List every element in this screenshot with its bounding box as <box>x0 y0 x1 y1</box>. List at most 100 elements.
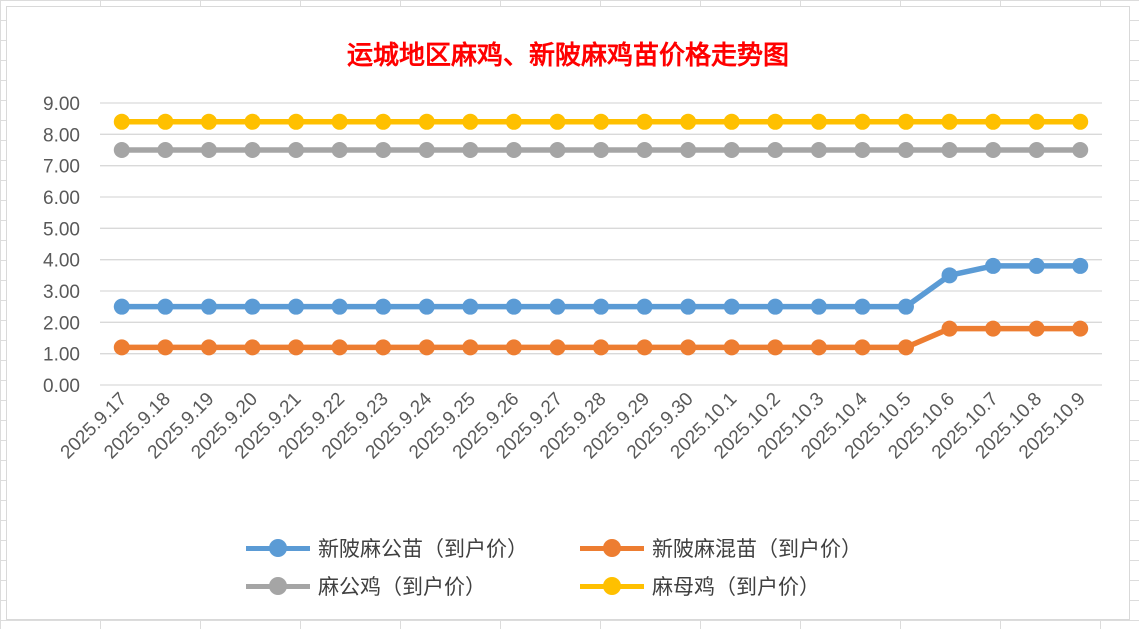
data-point <box>593 113 609 130</box>
data-point <box>462 339 479 356</box>
data-point <box>1072 320 1089 337</box>
data-point <box>505 339 522 356</box>
data-point <box>1028 142 1045 158</box>
data-point <box>1028 257 1045 274</box>
data-point <box>810 339 827 356</box>
data-point <box>331 298 348 315</box>
data-point <box>244 142 261 158</box>
y-tick-label: 8.00 <box>43 125 80 146</box>
data-point <box>897 142 914 158</box>
data-point <box>157 339 174 356</box>
data-point <box>810 298 827 315</box>
data-point <box>1072 257 1089 274</box>
data-point <box>375 113 392 130</box>
data-point <box>941 142 958 158</box>
data-point <box>200 339 217 356</box>
data-point <box>723 113 740 130</box>
data-point <box>767 339 784 356</box>
data-point <box>767 142 784 158</box>
data-point <box>549 298 566 315</box>
data-point <box>897 339 914 356</box>
y-tick-label: 4.00 <box>43 251 80 272</box>
data-point <box>636 339 653 356</box>
data-point <box>244 113 261 130</box>
data-point <box>897 298 914 315</box>
data-point <box>680 339 697 356</box>
data-point <box>549 113 566 130</box>
data-point <box>462 298 479 315</box>
data-point <box>767 113 784 130</box>
y-tick-label: 1.00 <box>43 345 80 366</box>
data-point <box>549 339 566 356</box>
data-point <box>985 257 1002 274</box>
y-tick-label: 2.00 <box>43 313 80 334</box>
legend-marker-icon <box>580 576 644 596</box>
data-point <box>288 339 305 356</box>
data-point <box>941 267 958 284</box>
data-point <box>941 320 958 337</box>
data-point <box>636 142 653 158</box>
legend-item: 麻母鸡（到户价） <box>580 571 820 601</box>
legend-label: 新陂麻公苗（到户价） <box>318 537 528 561</box>
data-point <box>200 142 217 158</box>
data-point <box>288 298 305 315</box>
data-point <box>854 339 871 356</box>
data-point <box>418 339 435 356</box>
legend-item: 新陂麻混苗（到户价） <box>580 533 862 563</box>
chart-title: 运城地区麻鸡、新陂麻鸡苗价格走势图 <box>346 41 789 71</box>
data-point <box>375 298 392 315</box>
data-point <box>985 320 1002 337</box>
data-point <box>505 298 522 315</box>
y-tick-label: 5.00 <box>43 219 80 240</box>
legend-marker-icon <box>580 538 644 558</box>
data-point <box>680 113 697 130</box>
data-point <box>375 339 392 356</box>
data-point <box>593 298 609 315</box>
data-point <box>680 142 697 158</box>
data-point <box>418 142 435 158</box>
data-point <box>288 142 305 158</box>
data-point <box>505 113 522 130</box>
data-point <box>985 142 1002 158</box>
data-point <box>549 142 566 158</box>
data-point <box>331 339 348 356</box>
data-point <box>941 113 958 130</box>
data-point <box>418 113 435 130</box>
data-point <box>244 339 261 356</box>
data-point <box>1028 113 1045 130</box>
data-point <box>854 113 871 130</box>
y-tick-label: 3.00 <box>43 282 80 303</box>
data-point <box>462 142 479 158</box>
data-point <box>375 142 392 158</box>
data-point <box>200 298 217 315</box>
data-point <box>157 113 174 130</box>
data-point <box>636 113 653 130</box>
data-point <box>331 113 348 130</box>
legend-item: 麻公鸡（到户价） <box>246 571 486 601</box>
data-point <box>593 339 609 356</box>
data-point <box>636 298 653 315</box>
data-point <box>1072 142 1089 158</box>
data-point <box>157 142 174 158</box>
data-point <box>157 298 174 315</box>
data-point <box>1072 113 1089 130</box>
data-point <box>331 142 348 158</box>
data-point <box>113 298 130 315</box>
legend-label: 麻公鸡（到户价） <box>318 575 486 599</box>
legend-label: 新陂麻混苗（到户价） <box>652 537 862 561</box>
chart-area[interactable]: 运城地区麻鸡、新陂麻鸡苗价格走势图 <box>6 6 1130 620</box>
data-point <box>897 113 914 130</box>
data-point <box>810 142 827 158</box>
data-point <box>113 113 130 130</box>
data-point <box>810 113 827 130</box>
legend-marker-icon <box>246 538 310 558</box>
data-point <box>462 113 479 130</box>
legend-label: 麻母鸡（到户价） <box>652 575 820 599</box>
data-point <box>680 298 697 315</box>
data-point <box>593 142 609 158</box>
y-tick-label: 9.00 <box>43 94 80 115</box>
data-point <box>854 142 871 158</box>
data-point <box>723 339 740 356</box>
y-tick-label: 6.00 <box>43 188 80 209</box>
